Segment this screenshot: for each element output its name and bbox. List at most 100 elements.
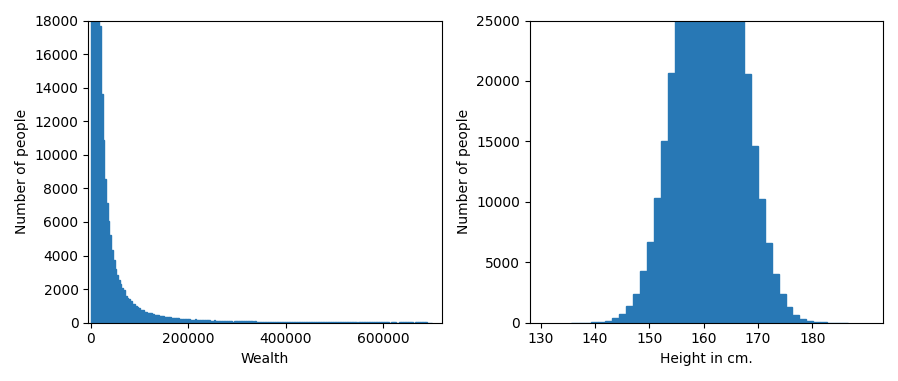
Bar	[227, 321, 229, 323]
Bar	[362, 322, 364, 323]
Bar	[119, 284, 121, 323]
Bar	[96, 0, 98, 323]
Bar	[222, 321, 224, 323]
Bar	[214, 320, 216, 323]
Bar	[689, 0, 695, 323]
Bar	[149, 312, 150, 323]
Bar	[295, 322, 297, 323]
Bar	[174, 318, 176, 323]
Bar	[94, 0, 96, 323]
Bar	[250, 322, 251, 323]
Bar	[347, 322, 348, 323]
Bar	[814, 322, 820, 323]
Bar	[265, 322, 267, 323]
Bar	[198, 320, 200, 323]
Bar	[654, 198, 661, 323]
Bar	[695, 0, 702, 323]
Bar	[290, 322, 292, 323]
Bar	[111, 250, 113, 323]
Bar	[330, 322, 331, 323]
Bar	[307, 322, 309, 323]
Bar	[682, 0, 689, 323]
Y-axis label: Number of people: Number of people	[456, 109, 471, 234]
Bar	[147, 313, 149, 323]
Bar	[369, 322, 370, 323]
Bar	[598, 322, 605, 323]
Bar	[303, 322, 304, 323]
Bar	[138, 308, 140, 323]
Bar	[709, 0, 717, 323]
Bar	[142, 310, 144, 323]
Bar	[188, 319, 189, 323]
Bar	[189, 320, 191, 323]
Bar	[421, 322, 423, 323]
X-axis label: Height in cm.: Height in cm.	[660, 352, 753, 366]
Bar	[197, 320, 198, 323]
Bar	[793, 315, 799, 323]
Bar	[164, 317, 166, 323]
Bar	[225, 321, 227, 323]
Bar	[130, 301, 132, 323]
Bar	[311, 322, 313, 323]
Bar	[180, 319, 181, 323]
Bar	[702, 0, 709, 323]
Bar	[294, 322, 295, 323]
Bar	[217, 321, 218, 323]
Bar	[301, 322, 303, 323]
Bar	[612, 318, 619, 323]
Bar	[115, 269, 117, 323]
Bar	[92, 0, 94, 323]
Bar	[191, 320, 193, 323]
Bar	[292, 322, 294, 323]
Bar	[125, 296, 127, 323]
Bar	[242, 322, 244, 323]
Bar	[786, 307, 793, 323]
Bar	[275, 322, 277, 323]
Bar	[282, 322, 284, 323]
Bar	[106, 203, 108, 323]
Bar	[167, 317, 169, 323]
Bar	[256, 322, 258, 323]
Bar	[297, 322, 299, 323]
Bar	[806, 321, 814, 323]
Bar	[647, 242, 654, 323]
Bar	[674, 0, 682, 323]
Bar	[212, 321, 214, 323]
Bar	[336, 322, 338, 323]
Bar	[224, 321, 225, 323]
Bar	[345, 322, 347, 323]
Bar	[178, 319, 180, 323]
Bar	[668, 74, 674, 323]
Bar	[737, 0, 744, 323]
Bar	[193, 320, 195, 323]
Bar	[350, 322, 352, 323]
Bar	[136, 307, 138, 323]
Bar	[117, 275, 118, 323]
Bar	[765, 243, 771, 323]
Bar	[132, 304, 133, 323]
Bar	[237, 321, 239, 323]
Bar	[269, 322, 271, 323]
Bar	[248, 321, 250, 323]
Bar	[176, 318, 178, 323]
Bar	[235, 321, 237, 323]
Bar	[348, 322, 350, 323]
Bar	[261, 322, 263, 323]
Bar	[723, 0, 730, 323]
Bar	[195, 319, 197, 323]
Bar	[186, 319, 188, 323]
Bar	[771, 274, 779, 323]
Bar	[133, 304, 135, 323]
Bar	[343, 322, 345, 323]
Bar	[384, 322, 386, 323]
Bar	[252, 322, 254, 323]
Bar	[338, 322, 339, 323]
Bar	[321, 322, 322, 323]
Bar	[140, 309, 142, 323]
Bar	[263, 322, 265, 323]
Bar	[218, 321, 220, 323]
Bar	[744, 74, 751, 323]
Bar	[799, 319, 806, 323]
Bar	[154, 315, 155, 323]
Bar	[267, 322, 269, 323]
